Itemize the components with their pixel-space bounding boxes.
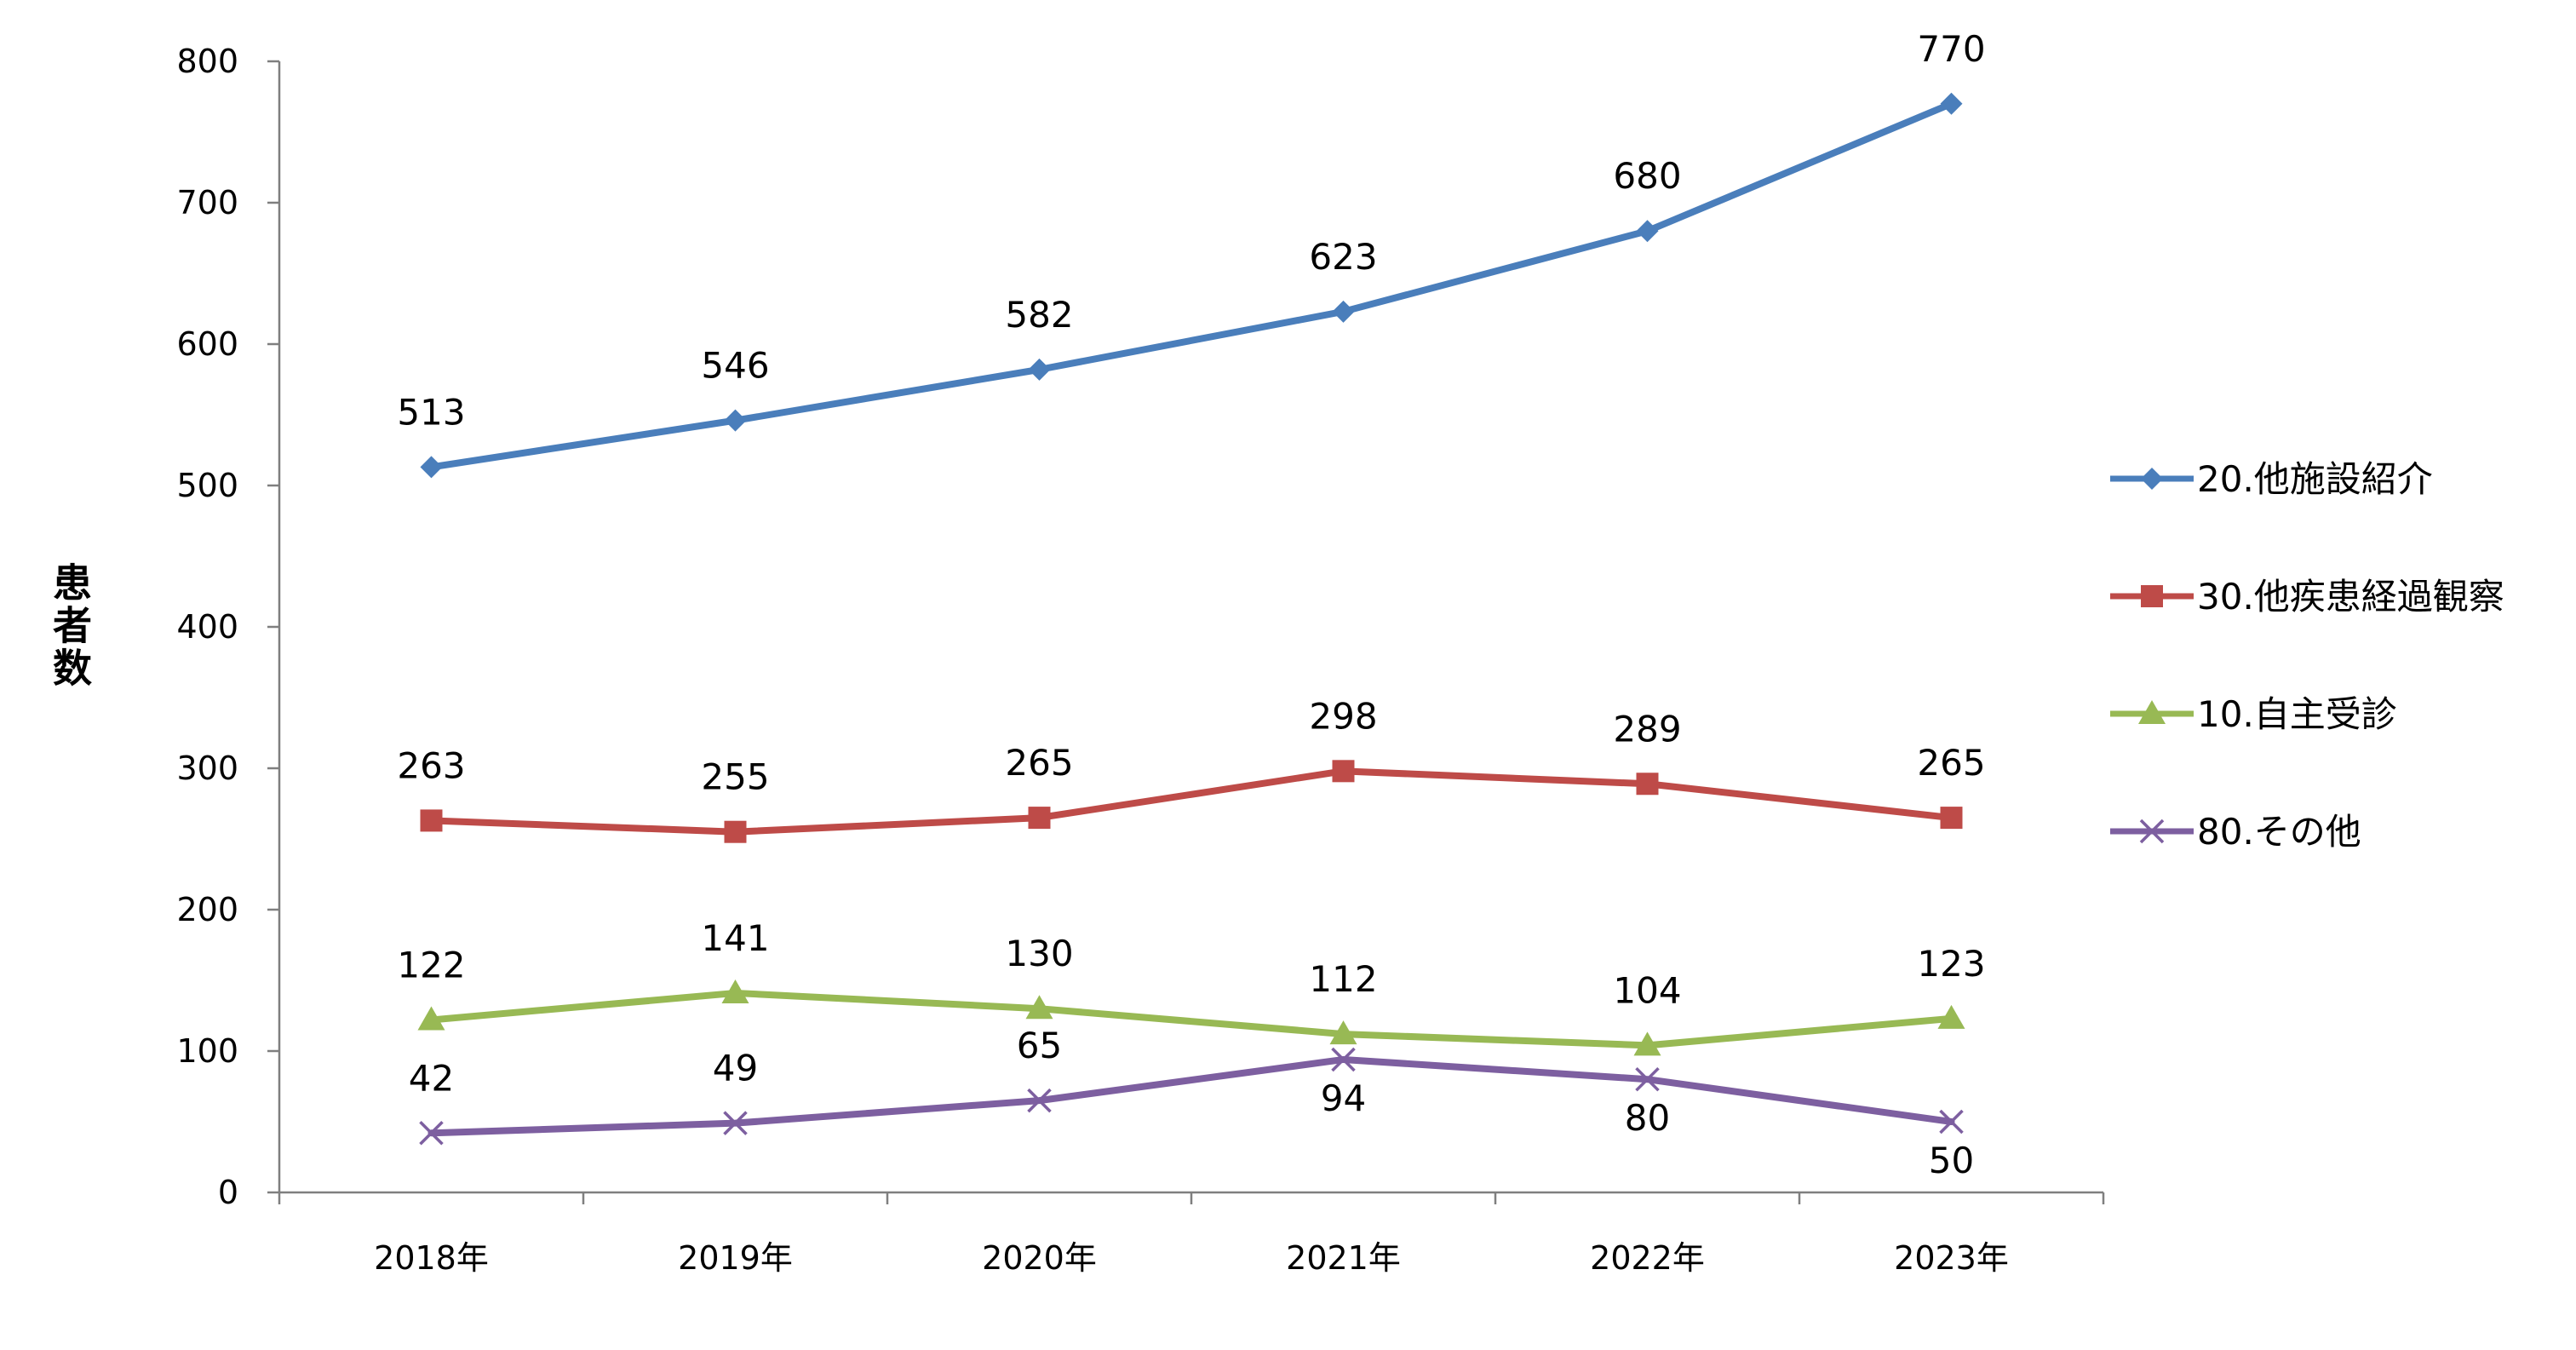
series-1	[420, 92, 1963, 479]
y-tick-label: 400	[176, 608, 238, 646]
data-point	[1027, 1088, 1052, 1113]
data-point	[1028, 358, 1051, 381]
data-label: 130	[1005, 933, 1073, 974]
y-tick-label: 700	[176, 184, 238, 221]
data-point	[1636, 773, 1659, 796]
series-line	[427, 1055, 1955, 1137]
legend-label: 30.他疾患経過観察	[2197, 576, 2504, 618]
data-point	[1636, 220, 1659, 243]
y-tick-label: 200	[176, 891, 238, 928]
x-tick-label: 2020年	[982, 1239, 1097, 1277]
data-label: 770	[1917, 28, 1985, 70]
legend-label: 80.その他	[2197, 811, 2361, 853]
data-point	[724, 409, 747, 432]
data-point	[1937, 1004, 1965, 1029]
data-label: 680	[1613, 155, 1681, 197]
data-label: 265	[1917, 742, 1985, 784]
x-tick-label: 2021年	[1286, 1239, 1401, 1277]
legend-item: 30.他疾患経過観察	[2110, 576, 2504, 618]
data-label: 42	[409, 1057, 454, 1099]
legend: 20.他施設紹介 30.他疾患経過観察 10.自主受診 80.その他	[2110, 458, 2504, 853]
series-4	[419, 1047, 1964, 1146]
data-label: 49	[713, 1048, 758, 1089]
data-point	[723, 1111, 748, 1135]
data-point	[1635, 1066, 1660, 1092]
data-label: 298	[1309, 695, 1377, 737]
data-label: 65	[1017, 1025, 1062, 1066]
data-label: 80	[1625, 1097, 1670, 1139]
legend-marker	[2141, 585, 2163, 607]
data-label: 582	[1005, 294, 1073, 336]
legend-item: 80.その他	[2110, 811, 2361, 853]
data-label: 289	[1613, 708, 1681, 750]
data-point	[420, 456, 443, 479]
x-tick-label: 2022年	[1590, 1239, 1705, 1277]
data-label: 50	[1929, 1140, 1974, 1181]
legend-label: 20.他施設紹介	[2197, 458, 2433, 500]
legend-marker	[2141, 468, 2163, 490]
legend-label: 10.自主受診	[2197, 693, 2397, 735]
series-line	[427, 767, 1955, 836]
data-point	[724, 820, 747, 843]
y-tick-label: 600	[176, 325, 238, 363]
data-labels: 513 546 582 623 680 770 263 255 265 298 289 265 122 1…	[397, 28, 1985, 1181]
data-label: 122	[397, 944, 465, 985]
x-tick-label: 2018年	[374, 1239, 489, 1277]
data-point	[1025, 995, 1053, 1020]
y-axis-title: 患者数	[47, 562, 93, 690]
series-line	[427, 989, 1955, 1049]
data-label: 255	[701, 756, 769, 798]
series-layer	[417, 92, 1965, 1146]
data-point	[1940, 92, 1963, 115]
data-label: 141	[701, 917, 769, 959]
data-label: 123	[1917, 943, 1985, 985]
data-point	[1028, 807, 1051, 830]
legend-marker	[2138, 700, 2166, 724]
y-tick-label: 800	[176, 43, 238, 80]
data-point	[420, 809, 443, 832]
data-label: 263	[397, 744, 465, 786]
y-tick-label: 500	[176, 467, 238, 504]
y-tick-label: 300	[176, 750, 238, 787]
series-2	[420, 760, 1963, 843]
data-point	[419, 1121, 444, 1146]
y-tick-label: 100	[176, 1032, 238, 1070]
legend-marker	[2139, 819, 2165, 844]
legend-item: 10.自主受診	[2110, 693, 2397, 735]
data-label: 623	[1309, 236, 1377, 278]
data-point	[417, 1006, 445, 1031]
data-point	[721, 979, 749, 1003]
legend-item: 20.他施設紹介	[2110, 458, 2433, 500]
data-point	[1331, 1047, 1356, 1072]
y-tick-label: 0	[218, 1174, 238, 1211]
data-label: 513	[397, 391, 465, 433]
data-label: 112	[1309, 958, 1377, 1000]
data-label: 94	[1321, 1077, 1366, 1119]
data-point	[1940, 807, 1963, 830]
data-point	[1939, 1109, 1964, 1135]
data-label: 265	[1005, 742, 1073, 784]
data-label: 546	[701, 345, 769, 387]
data-point	[1633, 1031, 1661, 1056]
data-label: 104	[1613, 969, 1681, 1011]
series-3	[417, 979, 1965, 1056]
x-tick-label: 2019年	[678, 1239, 793, 1277]
axes: 0 100 200 300 400 500 600 700 800 2018年 2019年 2020年…	[176, 43, 2105, 1277]
data-point	[1332, 300, 1355, 323]
x-tick-label: 2023年	[1894, 1239, 2009, 1277]
series-line	[427, 100, 1955, 471]
data-point	[1329, 1020, 1357, 1045]
data-point	[1332, 760, 1355, 783]
